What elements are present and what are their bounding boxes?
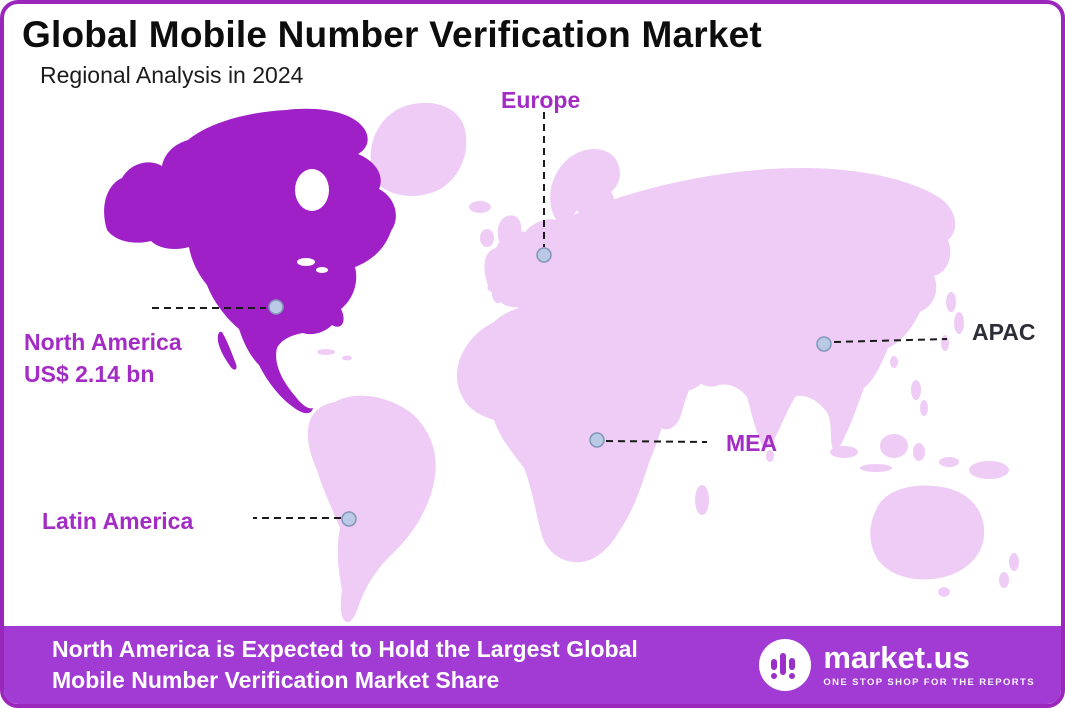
market-us-logo-icon	[759, 639, 812, 691]
japan-shape	[954, 312, 964, 334]
footer-headline-line1: North America is Expected to Hold the La…	[52, 636, 638, 662]
leader-lines	[152, 112, 948, 519]
brand-text: market.us ONE STOP SHOP FOR THE REPORTS	[823, 642, 1035, 688]
ireland-shape	[480, 229, 494, 247]
borneo-shape	[880, 434, 908, 458]
new-zealand-shape	[1009, 553, 1019, 571]
caribbean-islands	[342, 355, 352, 361]
japan-shape	[946, 292, 956, 312]
tasmania-shape	[938, 587, 950, 597]
label-apac: APAC	[972, 319, 1036, 345]
label-north-america: North America US$ 2.14 bn	[24, 328, 182, 389]
world-map	[104, 102, 1019, 623]
brand-tagline: ONE STOP SHOP FOR THE REPORTS	[823, 677, 1035, 688]
africa-shape	[456, 303, 706, 563]
footer-headline: North America is Expected to Hold the La…	[52, 634, 638, 696]
water-overlays	[295, 169, 329, 273]
south-america-shape	[307, 395, 436, 623]
marker-dot-latin-america	[341, 511, 357, 527]
page-subtitle: Regional Analysis in 2024	[40, 62, 304, 88]
new-zealand-shape	[999, 572, 1009, 588]
java-shape	[860, 464, 892, 472]
label-latin-america: Latin America	[42, 508, 194, 534]
market-us-brand: market.us ONE STOP SHOP FOR THE REPORTS	[759, 639, 1035, 691]
japan-shape	[941, 335, 949, 351]
australia-shape	[870, 485, 985, 580]
brand-name: market.us	[823, 640, 970, 675]
leader-line-mea	[605, 440, 708, 443]
new-guinea-shape	[969, 461, 1009, 479]
label-europe: Europe	[501, 87, 581, 113]
footer-headline-line2: Mobile Number Verification Market Share	[52, 667, 500, 693]
taiwan-shape	[890, 356, 898, 368]
sulawesi-shape	[913, 443, 925, 461]
great-lakes	[297, 258, 315, 266]
page-title: Global Mobile Number Verification Market	[22, 14, 762, 55]
madagascar-shape	[695, 485, 709, 515]
footer-banner: North America is Expected to Hold the La…	[4, 626, 1061, 704]
hudson-bay	[295, 169, 329, 211]
greenland-shape	[370, 102, 467, 196]
label-mea: MEA	[726, 430, 778, 456]
iceland-shape	[469, 201, 491, 213]
indonesia-islands	[939, 457, 959, 467]
region-markers	[268, 247, 832, 527]
marker-dot-apac	[816, 336, 832, 352]
philippines-shape	[911, 380, 921, 400]
philippines-shape	[920, 400, 928, 416]
label-north-america-value: US$ 2.14 bn	[24, 360, 155, 387]
sri-lanka-shape	[766, 450, 774, 462]
marker-dot-north-america	[268, 299, 284, 315]
marker-dot-europe	[536, 247, 552, 263]
baja-california-shape	[217, 331, 237, 370]
eurasia-shape	[484, 168, 956, 450]
great-lakes	[316, 267, 328, 273]
label-north-america-name: North America	[24, 329, 182, 355]
sumatra-shape	[830, 446, 858, 458]
leader-line-apac	[833, 338, 948, 343]
caribbean-islands	[317, 349, 335, 355]
marker-dot-mea	[589, 432, 605, 448]
light-regions	[307, 102, 1019, 623]
